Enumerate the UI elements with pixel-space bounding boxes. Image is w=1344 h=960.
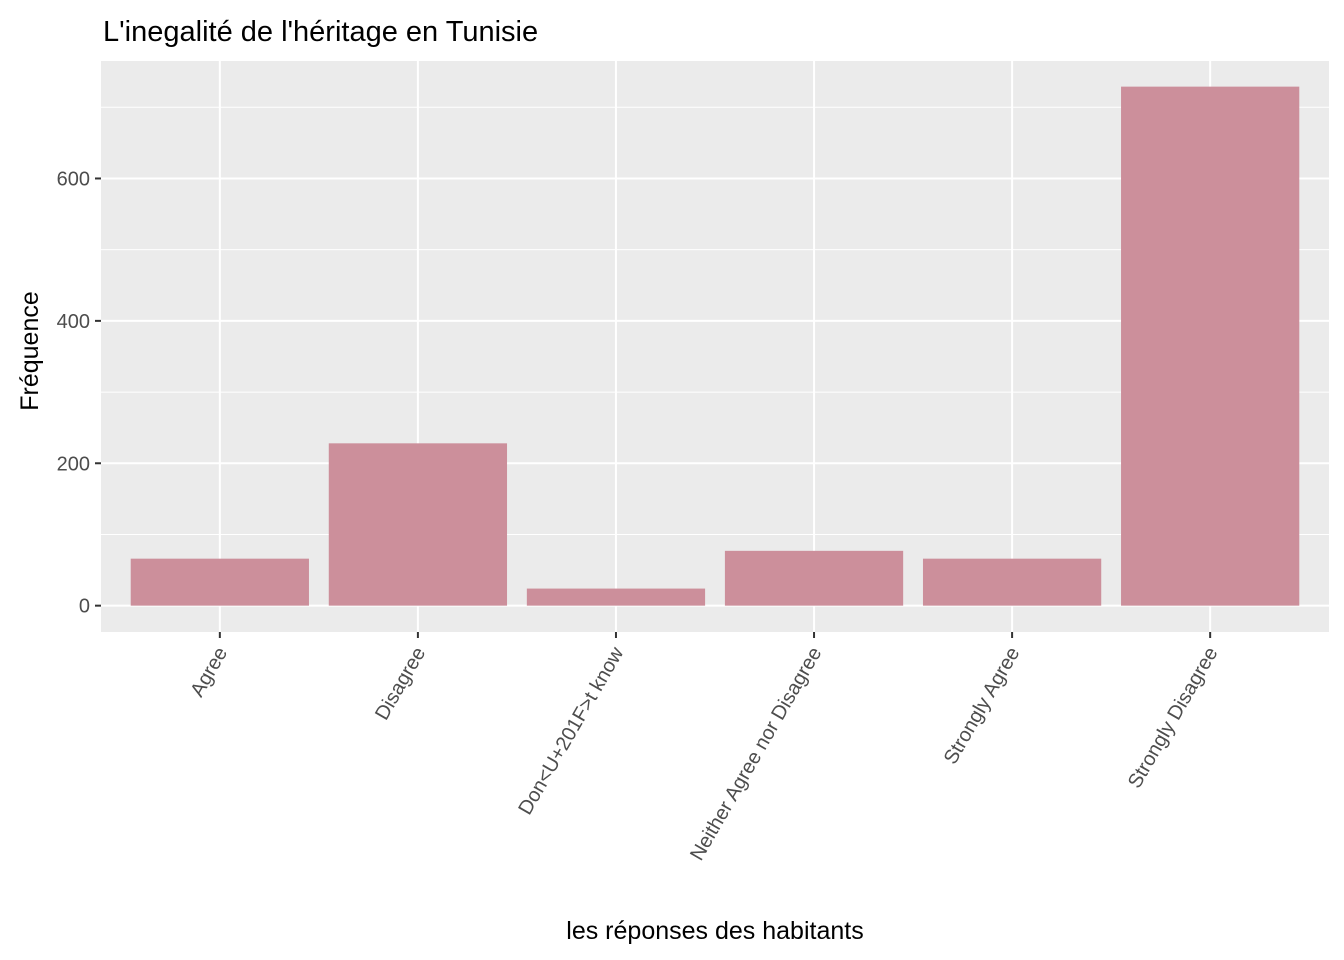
bar [724, 550, 904, 606]
bars [130, 86, 1300, 606]
chart-title: L'inegalité de l'héritage en Tunisie [103, 16, 538, 48]
x-tick-label: Agree [186, 644, 232, 701]
y-tick-label: 0 [79, 596, 90, 618]
y-tick-label: 400 [57, 311, 90, 333]
x-tick-label: Don<U+201F>t know [514, 643, 628, 819]
bar [526, 588, 706, 606]
bar [1121, 86, 1300, 606]
y-axis: 0 200 400 600 [57, 168, 101, 618]
y-tick-label: 600 [57, 168, 90, 190]
y-axis-title: Fréquence [16, 291, 44, 411]
bar [922, 558, 1102, 606]
x-tick-label: Neither Agree nor Disagree [686, 644, 826, 865]
x-tick-label: Strongly Agree [940, 644, 1025, 769]
x-axis: Agree Disagree Don<U+201F>t know Neither Ag… [186, 632, 1222, 864]
bar [328, 443, 508, 606]
x-tick-label: Disagree [371, 644, 430, 724]
x-tick-label: Strongly Disagree [1124, 644, 1223, 793]
x-axis-title: les réponses des habitants [566, 917, 863, 945]
y-tick-label: 200 [57, 453, 90, 475]
bar [130, 558, 309, 606]
